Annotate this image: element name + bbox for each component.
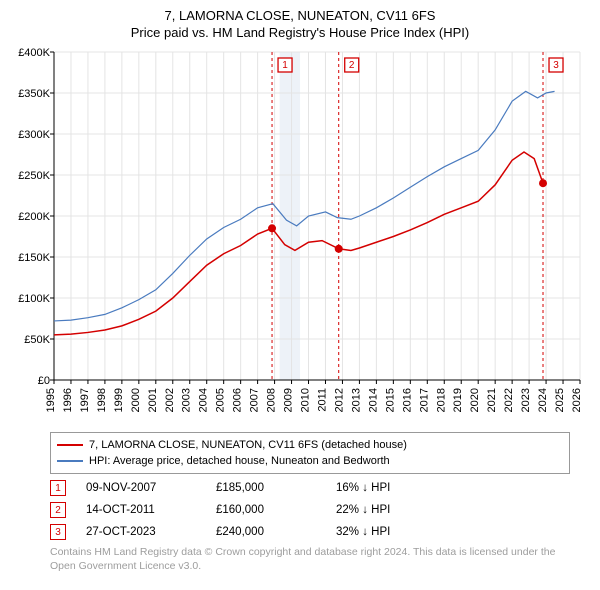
event-diff: 32% ↓ HPI: [336, 526, 466, 538]
svg-text:2019: 2019: [452, 388, 464, 412]
svg-text:2021: 2021: [486, 388, 498, 412]
svg-text:2009: 2009: [283, 388, 295, 412]
svg-text:2014: 2014: [367, 388, 379, 412]
event-marker-icon: 2: [50, 502, 66, 518]
event-date: 27-OCT-2023: [86, 526, 216, 538]
svg-text:£250K: £250K: [18, 170, 50, 182]
svg-text:£200K: £200K: [18, 211, 50, 223]
sale-dot-1: [268, 224, 276, 232]
chart-area: £0 £50K £100K £150K £200K £250K £300K £350K £400…: [10, 46, 590, 426]
svg-text:2013: 2013: [350, 388, 362, 412]
svg-text:2000: 2000: [130, 388, 142, 412]
event-row: 2 14-OCT-2011£160,00022% ↓ HPI: [50, 502, 570, 518]
svg-text:2023: 2023: [520, 388, 532, 412]
svg-text:1995: 1995: [45, 388, 57, 412]
event-row: 1 09-NOV-2007£185,00016% ↓ HPI: [50, 480, 570, 496]
svg-text:1: 1: [282, 60, 288, 71]
svg-text:2012: 2012: [333, 388, 345, 412]
svg-text:2026: 2026: [571, 388, 583, 412]
footer-attribution: Contains HM Land Registry data © Crown c…: [50, 546, 570, 573]
events-table: 1 09-NOV-2007£185,00016% ↓ HPI 2 14-OCT-201…: [50, 480, 570, 540]
event-date: 14-OCT-2011: [86, 504, 216, 516]
legend-item: 7, LAMORNA CLOSE, NUNEATON, CV11 6FS (de…: [57, 437, 563, 453]
legend: 7, LAMORNA CLOSE, NUNEATON, CV11 6FS (de…: [50, 432, 570, 474]
svg-text:2: 2: [349, 60, 355, 71]
event-marker-icon: 3: [50, 524, 66, 540]
svg-text:2001: 2001: [147, 388, 159, 412]
svg-text:2016: 2016: [401, 388, 413, 412]
sale-dot-2: [335, 245, 343, 253]
svg-text:2011: 2011: [316, 388, 328, 412]
svg-text:£350K: £350K: [18, 88, 50, 100]
svg-text:£50K: £50K: [24, 334, 50, 346]
svg-text:2007: 2007: [249, 388, 261, 412]
svg-text:£150K: £150K: [18, 252, 50, 264]
svg-text:£0: £0: [38, 375, 50, 387]
svg-text:£100K: £100K: [18, 293, 50, 305]
event-diff: 16% ↓ HPI: [336, 482, 466, 494]
svg-text:2004: 2004: [198, 388, 210, 412]
svg-text:£300K: £300K: [18, 129, 50, 141]
svg-text:2025: 2025: [554, 388, 566, 412]
line-chart: £0 £50K £100K £150K £200K £250K £300K £350K £400…: [10, 46, 590, 426]
svg-text:2010: 2010: [300, 388, 312, 412]
event-marker-icon: 1: [50, 480, 66, 496]
legend-label: HPI: Average price, detached house, Nune…: [89, 453, 390, 469]
legend-swatch: [57, 444, 83, 446]
svg-text:2022: 2022: [503, 388, 515, 412]
legend-label: 7, LAMORNA CLOSE, NUNEATON, CV11 6FS (de…: [89, 437, 407, 453]
svg-text:2017: 2017: [418, 388, 430, 412]
svg-text:2015: 2015: [384, 388, 396, 412]
svg-text:2024: 2024: [537, 388, 549, 412]
svg-text:1996: 1996: [62, 388, 74, 412]
chart-title: 7, LAMORNA CLOSE, NUNEATON, CV11 6FS Pri…: [10, 8, 590, 40]
legend-swatch: [57, 460, 83, 462]
event-row: 3 27-OCT-2023£240,00032% ↓ HPI: [50, 524, 570, 540]
title-subtitle: Price paid vs. HM Land Registry's House …: [10, 25, 590, 40]
svg-text:1997: 1997: [79, 388, 91, 412]
svg-text:2020: 2020: [469, 388, 481, 412]
svg-text:2003: 2003: [181, 388, 193, 412]
svg-text:2002: 2002: [164, 388, 176, 412]
svg-text:1998: 1998: [96, 388, 108, 412]
legend-item: HPI: Average price, detached house, Nune…: [57, 453, 563, 469]
event-price: £185,000: [216, 482, 336, 494]
svg-text:£400K: £400K: [18, 47, 50, 59]
sale-dot-3: [539, 179, 547, 187]
event-diff: 22% ↓ HPI: [336, 504, 466, 516]
svg-text:1999: 1999: [113, 388, 125, 412]
event-date: 09-NOV-2007: [86, 482, 216, 494]
event-price: £240,000: [216, 526, 336, 538]
svg-text:2008: 2008: [266, 388, 278, 412]
event-price: £160,000: [216, 504, 336, 516]
svg-text:3: 3: [553, 60, 559, 71]
svg-text:2006: 2006: [232, 388, 244, 412]
svg-text:2005: 2005: [215, 388, 227, 412]
title-address: 7, LAMORNA CLOSE, NUNEATON, CV11 6FS: [10, 8, 590, 23]
svg-text:2018: 2018: [435, 388, 447, 412]
